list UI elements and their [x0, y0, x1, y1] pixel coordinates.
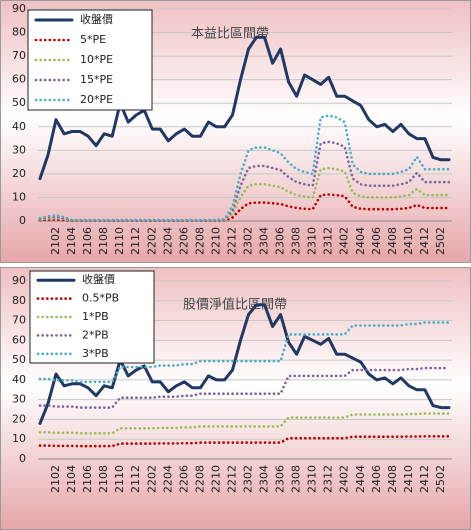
- series-line: [38, 303, 451, 425]
- series-line: [38, 321, 451, 384]
- x-tick-label: 2108: [97, 465, 110, 493]
- x-tick-label: 2204: [161, 227, 174, 255]
- x-tick-label: 2302: [242, 465, 255, 493]
- y-tick-label: 20: [12, 167, 26, 180]
- x-tick-label: 2408: [386, 465, 399, 493]
- legend-label: 2*PB: [82, 328, 109, 341]
- x-tick-label: 2208: [193, 227, 206, 255]
- series-line: [38, 412, 451, 435]
- legend-label: 收盤價: [80, 12, 113, 26]
- chart-title: 股價淨值比區間帶: [183, 297, 287, 313]
- x-tick-label: 2212: [225, 465, 238, 493]
- x-tick-label: 2310: [306, 465, 319, 493]
- series-line: [38, 114, 451, 222]
- legend-label: 5*PE: [80, 33, 106, 46]
- x-tick-label: 2402: [338, 465, 351, 493]
- series-line: [38, 366, 451, 409]
- series-line: [38, 435, 451, 448]
- x-tick-label: 2306: [274, 227, 287, 255]
- x-tick-label: 2108: [97, 227, 110, 255]
- x-tick-label: 2412: [418, 465, 431, 493]
- y-tick-label: 60: [12, 333, 26, 346]
- x-tick-label: 2308: [290, 465, 303, 493]
- x-tick-label: 2312: [322, 465, 335, 493]
- y-tick-label: 20: [12, 412, 26, 425]
- y-tick-label: 30: [12, 143, 26, 156]
- y-tick-label: 60: [12, 73, 26, 86]
- x-tick-label: 2406: [370, 227, 383, 255]
- x-tick-label: 2112: [129, 465, 142, 493]
- y-tick-label: 30: [12, 393, 26, 406]
- legend-label: 0.5*PB: [82, 292, 119, 305]
- x-tick-label: 2106: [81, 465, 94, 493]
- x-tick-label: 2404: [354, 465, 367, 493]
- x-tick-label: 2206: [177, 227, 190, 255]
- y-tick-label: 70: [12, 314, 26, 327]
- x-tick-label: 2202: [145, 227, 158, 255]
- legend-label: 15*PE: [80, 73, 113, 86]
- x-tick-label: 2102: [49, 227, 62, 255]
- y-tick-label: 80: [12, 26, 26, 39]
- y-tick-label: 90: [12, 274, 26, 287]
- y-tick-label: 0: [19, 214, 26, 227]
- y-tick-label: 10: [12, 432, 26, 445]
- legend-label: 1*PB: [82, 310, 109, 323]
- x-tick-label: 2412: [418, 227, 431, 255]
- y-tick-label: 50: [12, 353, 26, 366]
- series-line: [38, 35, 451, 181]
- x-tick-label: 2206: [177, 465, 190, 493]
- x-tick-label: 2408: [386, 227, 399, 255]
- x-tick-label: 2502: [434, 465, 447, 493]
- x-tick-label: 2104: [65, 465, 78, 493]
- y-tick-label: 70: [12, 49, 26, 62]
- legend-label: 20*PE: [80, 93, 113, 106]
- x-tick-label: 2208: [193, 465, 206, 493]
- legend-label: 收盤價: [82, 272, 115, 286]
- x-tick-label: 2110: [113, 227, 126, 255]
- x-tick-label: 2110: [113, 465, 126, 493]
- x-tick-label: 2410: [402, 227, 415, 255]
- x-tick-label: 2310: [306, 227, 319, 255]
- x-tick-label: 2406: [370, 465, 383, 493]
- chart-title: 本益比區間帶: [191, 27, 269, 42]
- y-tick-label: 90: [12, 2, 26, 15]
- x-tick-label: 2106: [81, 227, 94, 255]
- x-tick-label: 2204: [161, 465, 174, 493]
- x-tick-label: 2210: [209, 465, 222, 493]
- x-tick-label: 2410: [402, 465, 415, 493]
- x-tick-label: 2210: [209, 227, 222, 255]
- y-tick-label: 50: [12, 96, 26, 109]
- x-tick-label: 2306: [274, 465, 287, 493]
- x-tick-label: 2402: [338, 227, 351, 255]
- x-tick-label: 2308: [290, 227, 303, 255]
- y-tick-label: 10: [12, 190, 26, 203]
- y-tick-label: 80: [12, 294, 26, 307]
- x-tick-label: 2304: [258, 465, 271, 493]
- x-tick-label: 2502: [434, 227, 447, 255]
- x-tick-label: 2312: [322, 227, 335, 255]
- x-tick-label: 2404: [354, 227, 367, 255]
- x-tick-label: 2212: [225, 227, 238, 255]
- y-tick-label: 0: [19, 452, 26, 465]
- x-tick-label: 2104: [65, 227, 78, 255]
- x-tick-label: 2112: [129, 227, 142, 255]
- y-tick-label: 40: [12, 373, 26, 386]
- x-tick-label: 2302: [242, 227, 255, 255]
- x-tick-label: 2202: [145, 465, 158, 493]
- x-tick-label: 2102: [49, 465, 62, 493]
- legend-label: 10*PE: [80, 53, 113, 66]
- x-tick-label: 2304: [258, 227, 271, 255]
- y-tick-label: 40: [12, 120, 26, 133]
- legend-label: 3*PB: [82, 347, 109, 360]
